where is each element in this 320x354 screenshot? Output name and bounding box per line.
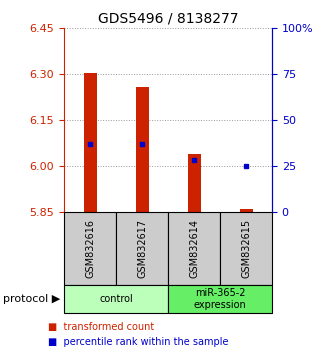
Text: miR-365-2
expression: miR-365-2 expression (194, 288, 246, 310)
Bar (188, 154, 201, 212)
Text: protocol ▶: protocol ▶ (3, 294, 60, 304)
Text: control: control (99, 294, 133, 304)
Text: GSM832616: GSM832616 (85, 219, 95, 278)
Text: GSM832614: GSM832614 (189, 219, 199, 278)
Text: ■  transformed count: ■ transformed count (48, 322, 154, 332)
Title: GDS5496 / 8138277: GDS5496 / 8138277 (98, 12, 238, 26)
Bar (239, 209, 252, 212)
Bar (135, 87, 148, 212)
Text: GSM832615: GSM832615 (241, 219, 251, 278)
Text: GSM832617: GSM832617 (137, 219, 147, 278)
Text: ■  percentile rank within the sample: ■ percentile rank within the sample (48, 337, 228, 347)
Bar (84, 73, 97, 212)
